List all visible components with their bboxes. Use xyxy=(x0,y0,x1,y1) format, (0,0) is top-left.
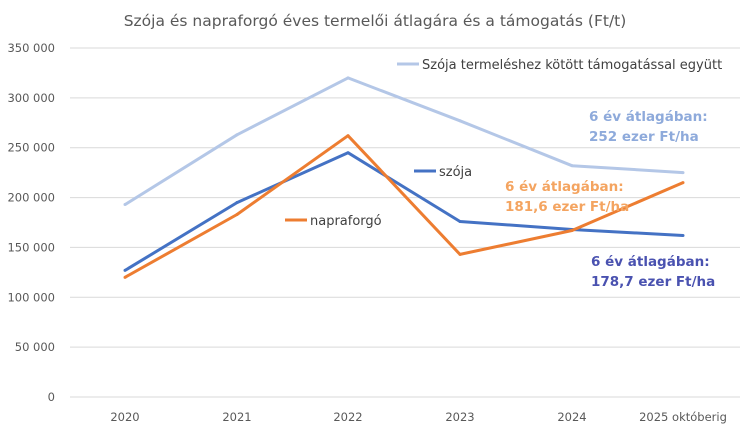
data-point xyxy=(235,201,239,205)
y-tick-label: 250 000 xyxy=(7,141,55,155)
y-tick-label: 150 000 xyxy=(7,240,55,254)
data-point xyxy=(570,164,574,168)
y-tick-label: 350 000 xyxy=(7,41,55,55)
chart-title: Szója és napraforgó éves termelői átlagá… xyxy=(124,12,627,30)
annotation-text: 6 év átlagában: xyxy=(591,254,710,270)
annotation-text: 252 ezer Ft/ha xyxy=(589,129,699,145)
annotation-text: 6 év átlagában: xyxy=(589,109,708,125)
data-point xyxy=(123,203,127,207)
y-tick-label: 50 000 xyxy=(15,340,55,354)
x-tick-label: 2023 xyxy=(445,410,474,424)
series-line-2 xyxy=(124,151,684,272)
x-tick-label: 2021 xyxy=(222,410,251,424)
legend-label: napraforgó xyxy=(310,214,382,229)
data-point xyxy=(123,275,127,279)
data-point xyxy=(458,119,462,123)
x-tick-label: 2022 xyxy=(333,410,362,424)
y-tick-label: 0 xyxy=(48,390,55,404)
data-point xyxy=(346,134,350,138)
data-point xyxy=(458,252,462,256)
y-tick-label: 300 000 xyxy=(7,91,55,105)
y-tick-label: 100 000 xyxy=(7,290,55,304)
data-point xyxy=(681,233,685,237)
data-point xyxy=(570,228,574,232)
annotation-text: 178,7 ezer Ft/ha xyxy=(591,274,715,290)
legend-label: Szója termeléshez kötött támogatással eg… xyxy=(422,58,722,73)
y-tick-label: 200 000 xyxy=(7,191,55,205)
data-point xyxy=(123,268,127,272)
data-point xyxy=(458,220,462,224)
data-point xyxy=(235,133,239,137)
data-point xyxy=(681,171,685,175)
series-line-1 xyxy=(124,76,684,206)
x-tick-label: 2024 xyxy=(557,410,586,424)
annotation-text: 181,6 ezer Ft/ha xyxy=(505,199,629,215)
data-point xyxy=(235,213,239,217)
legend-label: szója xyxy=(439,165,472,180)
data-point xyxy=(346,76,350,80)
x-tick-label: 2025 októberig xyxy=(639,410,727,424)
data-point xyxy=(346,151,350,155)
x-tick-label: 2020 xyxy=(110,410,139,424)
data-point xyxy=(681,181,685,185)
annotation-text: 6 év átlagában: xyxy=(505,179,624,195)
series-line-3 xyxy=(124,134,684,279)
